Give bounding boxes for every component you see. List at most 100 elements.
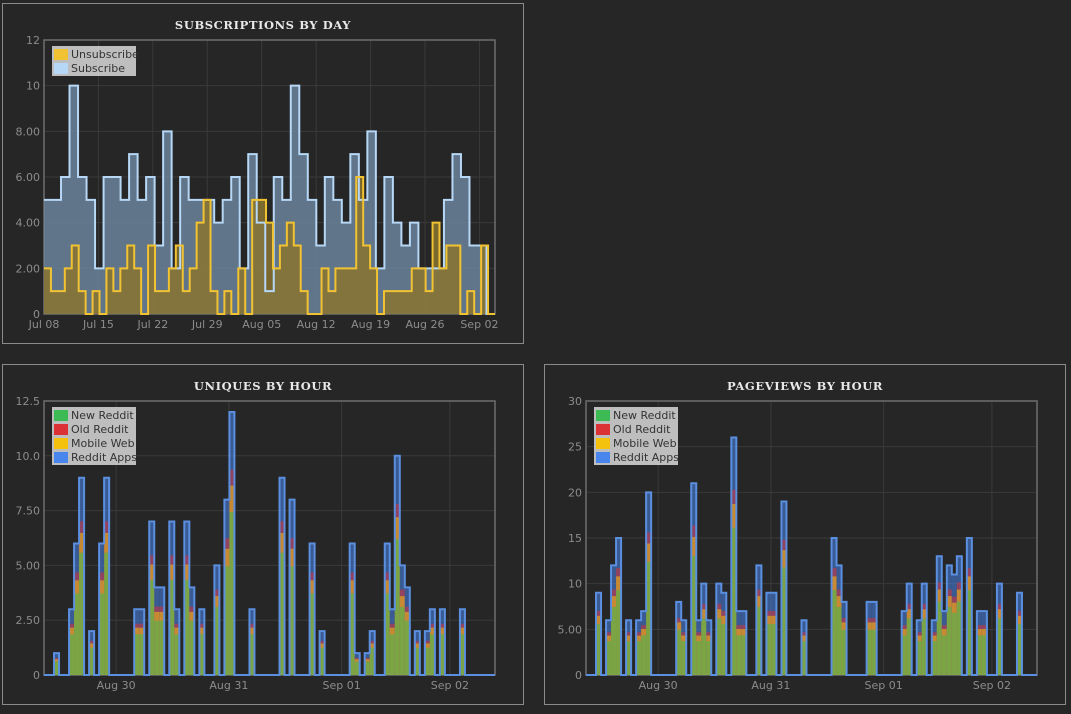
unsubscribe-line bbox=[44, 176, 495, 315]
new-reddit-bar bbox=[369, 647, 375, 675]
new-reddit-bar bbox=[716, 618, 722, 675]
new-reddit-bar bbox=[394, 539, 400, 675]
new-reddit-bar bbox=[414, 647, 420, 675]
new-reddit-bar bbox=[681, 641, 687, 675]
x-tick-label: Aug 31 bbox=[751, 679, 790, 692]
y-tick-label: 7.50 bbox=[16, 505, 41, 518]
y-tick-label: 4.00 bbox=[16, 217, 41, 230]
unsubscribe-area bbox=[44, 177, 495, 314]
new-reddit-bar bbox=[174, 634, 180, 675]
legend-label: Subscribe bbox=[71, 62, 125, 75]
new-reddit-bar bbox=[841, 629, 847, 675]
subscribe-line bbox=[44, 84, 495, 315]
x-tick-label: Sep 02 bbox=[973, 679, 1011, 692]
x-tick-label: Sep 02 bbox=[431, 679, 469, 692]
new-reddit-bar bbox=[319, 647, 325, 675]
new-reddit-bar bbox=[229, 511, 235, 675]
subscribe-area bbox=[44, 85, 495, 315]
new-reddit-bar bbox=[439, 634, 445, 675]
new-reddit-bar bbox=[801, 641, 807, 675]
new-reddit-bar bbox=[606, 641, 612, 675]
new-reddit-bar bbox=[676, 629, 682, 675]
new-reddit-bar bbox=[54, 661, 60, 675]
y-tick-label: 2.00 bbox=[16, 262, 41, 275]
legend-label: Unsubscribe bbox=[71, 48, 139, 61]
new-reddit-bar bbox=[871, 629, 877, 675]
pageviews-panel: PAGEVIEWS BY HOUR 0 5.00 10 15 20 25 30 Aug 30 A… bbox=[544, 364, 1066, 705]
new-reddit-bar bbox=[836, 607, 842, 675]
new-reddit-bar bbox=[139, 634, 145, 675]
new-reddit-bar bbox=[866, 629, 872, 675]
new-reddit-bar bbox=[981, 635, 987, 675]
y-tick-label: 15 bbox=[568, 532, 582, 545]
new-reddit-bar bbox=[641, 635, 647, 675]
new-reddit-bar bbox=[741, 635, 747, 675]
new-reddit-bar bbox=[706, 641, 712, 675]
new-reddit-bar bbox=[941, 635, 947, 675]
x-tick-label: Jul 22 bbox=[136, 318, 168, 331]
new-reddit-bar bbox=[149, 579, 155, 675]
x-tick-label: Sep 01 bbox=[865, 679, 903, 692]
new-reddit-bar bbox=[916, 641, 922, 675]
new-reddit-bar bbox=[781, 567, 787, 675]
new-reddit-bar bbox=[721, 624, 727, 675]
chart-title: UNIQUES BY HOUR bbox=[193, 379, 333, 393]
y-tick-label: 25 bbox=[568, 441, 582, 454]
x-tick-label: Aug 26 bbox=[406, 318, 445, 331]
new-reddit-bar bbox=[104, 552, 110, 675]
legend-label: Old Reddit bbox=[613, 423, 671, 436]
new-reddit-bar bbox=[364, 661, 370, 675]
new-reddit-bar bbox=[611, 607, 617, 675]
y-tick-label: 10 bbox=[26, 80, 40, 93]
new-reddit-bar bbox=[731, 527, 737, 675]
legend-swatch bbox=[54, 452, 68, 463]
chart-title: SUBSCRIPTIONS BY DAY bbox=[174, 18, 352, 32]
y-tick-label: 0 bbox=[575, 669, 582, 682]
reddit-apps-line bbox=[44, 410, 495, 676]
new-reddit-bar bbox=[279, 552, 285, 675]
y-tick-label: 30 bbox=[568, 395, 582, 408]
legend-swatch bbox=[596, 424, 610, 435]
new-reddit-bar bbox=[616, 590, 622, 675]
legend-swatch bbox=[596, 452, 610, 463]
y-tick-label: 2.50 bbox=[16, 614, 41, 627]
legend-swatch bbox=[54, 424, 68, 435]
y-tick-label: 5.00 bbox=[558, 623, 583, 636]
new-reddit-bar bbox=[69, 634, 75, 675]
new-reddit-bar bbox=[169, 579, 175, 675]
x-tick-label: Aug 31 bbox=[209, 679, 248, 692]
new-reddit-bar bbox=[596, 624, 602, 675]
new-reddit-bar bbox=[831, 590, 837, 675]
new-reddit-bar bbox=[399, 607, 405, 675]
legend-label: Reddit Apps bbox=[71, 451, 137, 464]
legend-swatch bbox=[596, 410, 610, 421]
x-tick-label: Aug 12 bbox=[297, 318, 336, 331]
new-reddit-bar bbox=[79, 552, 85, 675]
new-reddit-bar bbox=[956, 601, 962, 675]
new-reddit-bar bbox=[154, 620, 160, 675]
new-reddit-bar bbox=[931, 641, 937, 675]
new-reddit-bar bbox=[951, 612, 957, 675]
new-reddit-bar bbox=[906, 618, 912, 675]
new-reddit-bar bbox=[626, 641, 632, 675]
y-tick-label: 0 bbox=[33, 669, 40, 682]
legend-swatch bbox=[596, 438, 610, 449]
x-tick-label: Aug 19 bbox=[351, 318, 390, 331]
reddit-apps-line bbox=[586, 436, 1037, 676]
new-reddit-bar bbox=[289, 566, 295, 675]
new-reddit-bar bbox=[976, 635, 982, 675]
legend-label: Mobile Web bbox=[71, 437, 135, 450]
uniques-panel: UNIQUES BY HOUR 0 2.50 5.00 7.50 10.0 12.5 Aug… bbox=[2, 364, 524, 705]
x-tick-label: Jul 29 bbox=[191, 318, 223, 331]
legend-label: New Reddit bbox=[613, 409, 676, 422]
legend-label: Mobile Web bbox=[613, 437, 677, 450]
subscriptions-chart: 0 2.00 4.00 6.00 8.00 10 12 Jul 08 Jul 15 Jul 22 J… bbox=[16, 34, 499, 331]
x-tick-label: Aug 05 bbox=[242, 318, 281, 331]
new-reddit-bar bbox=[459, 634, 465, 675]
y-tick-label: 10 bbox=[568, 578, 582, 591]
new-reddit-bar bbox=[384, 593, 390, 675]
new-reddit-bar bbox=[184, 579, 190, 675]
new-reddit-bar bbox=[404, 620, 410, 675]
new-reddit-bar bbox=[696, 641, 702, 675]
new-reddit-bar bbox=[134, 634, 140, 675]
